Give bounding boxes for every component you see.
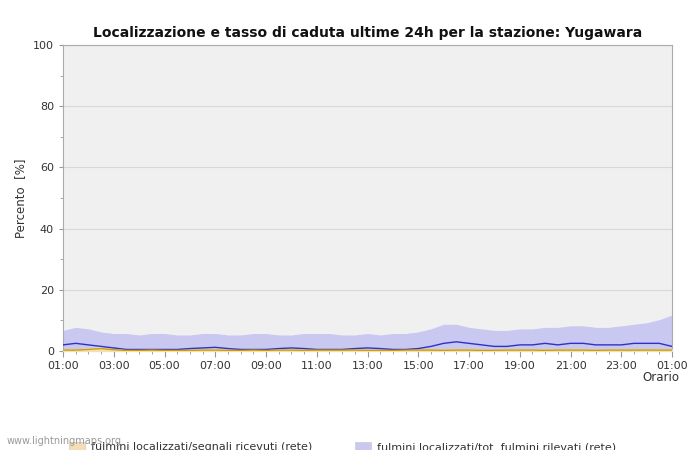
Text: www.lightningmaps.org: www.lightningmaps.org xyxy=(7,436,122,446)
Title: Localizzazione e tasso di caduta ultime 24h per la stazione: Yugawara: Localizzazione e tasso di caduta ultime … xyxy=(93,26,642,40)
Text: Orario: Orario xyxy=(642,371,679,384)
Y-axis label: Percento  [%]: Percento [%] xyxy=(15,158,27,238)
Legend: fulmini localizzati/segnali ricevuti (rete), fulmini localizzati/segnali ricevut: fulmini localizzati/segnali ricevuti (re… xyxy=(69,442,648,450)
